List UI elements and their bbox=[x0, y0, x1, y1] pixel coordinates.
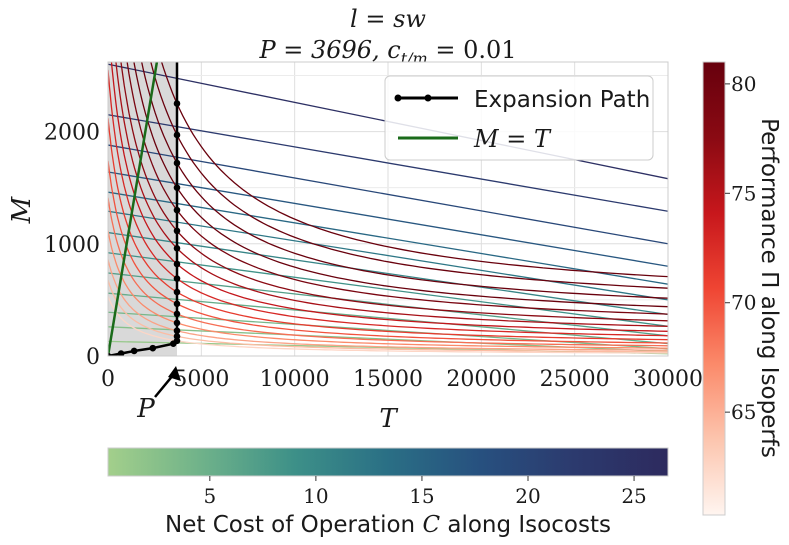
expansion-path-point bbox=[173, 310, 181, 318]
plot-frame bbox=[107, 61, 669, 357]
y-tick-labels: 0 1000 2000 bbox=[44, 121, 100, 370]
expansion-path-line bbox=[108, 62, 179, 356]
colorbar-cost-label-start: Net Cost of Operation bbox=[165, 512, 422, 538]
isocost-line bbox=[108, 272, 668, 337]
x-axis-label: T bbox=[379, 404, 398, 434]
expansion-path-point bbox=[173, 288, 181, 296]
colorbar-performance-tick-label: 75 bbox=[731, 181, 756, 205]
infeasible-shaded-region bbox=[108, 62, 177, 356]
expansion-path-point bbox=[173, 100, 181, 107]
title-params: P = 3696, c bbox=[258, 36, 400, 64]
x-tick-label: 20000 bbox=[446, 367, 516, 392]
x-tick-label: 30000 bbox=[633, 367, 703, 392]
isocost-line bbox=[108, 292, 668, 345]
isoperf-curve bbox=[108, 160, 668, 344]
colorbar-cost-ticks: 5 10 15 20 25 bbox=[203, 476, 647, 508]
curve-layer bbox=[108, 62, 668, 356]
isoperf-curve bbox=[133, 62, 668, 308]
isocost-line bbox=[108, 210, 668, 301]
expansion-path-point bbox=[173, 206, 181, 214]
expansion-path-point bbox=[149, 344, 157, 352]
colorbar-performance-label: Performance Π along Isoperfs bbox=[756, 118, 782, 458]
x-tick-label: 15000 bbox=[353, 367, 423, 392]
p-annotation-label: P bbox=[136, 394, 155, 424]
expansion-path-point bbox=[108, 352, 112, 356]
colorbar-cost-tick-label: 5 bbox=[203, 484, 216, 508]
legend-expansion-path-marker-end bbox=[424, 94, 432, 102]
isoperf-curve bbox=[108, 295, 668, 354]
colorbar-cost: 5 10 15 20 25 Net Cost of Operation C along … bbox=[107, 447, 669, 538]
expansion-path-point bbox=[173, 244, 181, 252]
isocost-line bbox=[108, 252, 668, 327]
expansion-path-point bbox=[173, 184, 181, 191]
isoperf-curve bbox=[108, 279, 668, 353]
isoperf-curve bbox=[108, 197, 668, 347]
isoperf-curve bbox=[108, 118, 668, 341]
x-tick-label: 10000 bbox=[260, 367, 330, 392]
expansion-path-point bbox=[173, 275, 181, 282]
colorbar-cost-tick-label: 25 bbox=[621, 484, 646, 508]
expansion-path-point bbox=[117, 350, 125, 356]
colorbar-cost-label-end: along Isocosts bbox=[440, 512, 611, 538]
colorbar-performance: 65 70 75 80 Performance Π along Isoperfs bbox=[702, 61, 782, 516]
isoperf-curve bbox=[150, 62, 668, 289]
colorbar-cost-tick-label: 15 bbox=[409, 484, 434, 508]
title-params-end: = 0.01 bbox=[428, 36, 517, 64]
isoperf-curve bbox=[115, 62, 668, 327]
legend-expansion-path-label: Expansion Path bbox=[474, 87, 650, 113]
colorbar-cost-label: Net Cost of Operation C along Isocosts bbox=[165, 512, 611, 538]
colorbar-performance-tick-label: 70 bbox=[731, 291, 756, 315]
expansion-path-point bbox=[173, 227, 181, 235]
colorbar-performance-tick-label: 80 bbox=[731, 72, 756, 96]
x-tick-label: 5000 bbox=[173, 367, 229, 392]
isocost-line bbox=[108, 171, 668, 267]
y-axis-label: M bbox=[7, 195, 37, 224]
legend-m-equals-t-label: M = T bbox=[473, 125, 552, 153]
colorbar-performance-ticks: 65 70 75 80 bbox=[725, 72, 756, 424]
isoperf-curve bbox=[108, 230, 668, 349]
x-tick-label: 25000 bbox=[540, 367, 610, 392]
expansion-path-point bbox=[173, 333, 181, 340]
expansion-path-point bbox=[173, 159, 181, 167]
isoperf-curve bbox=[126, 62, 668, 315]
isocost-line bbox=[108, 231, 668, 316]
isocost-line bbox=[108, 191, 668, 285]
legend: Expansion Path M = T bbox=[384, 75, 654, 161]
y-tick-label: 1000 bbox=[44, 233, 100, 258]
colorbar-cost-tick-label: 10 bbox=[303, 484, 328, 508]
expansion-path-point bbox=[173, 319, 181, 327]
colorbar-performance-tick-label: 65 bbox=[731, 400, 756, 424]
expansion-path-point bbox=[173, 260, 181, 268]
m-equals-t-line bbox=[108, 62, 159, 356]
colorbar-cost-tick-label: 20 bbox=[515, 484, 540, 508]
p-annotation: P bbox=[136, 366, 181, 424]
expansion-path-point bbox=[130, 347, 138, 355]
expansion-path-point bbox=[173, 131, 181, 139]
y-tick-label: 0 bbox=[86, 345, 100, 370]
isocost-line bbox=[108, 311, 668, 350]
y-tick-label: 2000 bbox=[44, 121, 100, 146]
isoperf-curve bbox=[120, 62, 668, 322]
isocost-line bbox=[108, 144, 668, 245]
expansion-path-point bbox=[173, 327, 181, 335]
x-tick-label: 0 bbox=[101, 367, 115, 392]
p-arrow-head bbox=[168, 366, 181, 381]
isocost-line bbox=[108, 114, 668, 212]
colorbar-cost-label-var: C bbox=[422, 512, 440, 538]
isoperf-curve bbox=[160, 62, 668, 278]
isoperf-curve bbox=[108, 69, 668, 337]
x-tick-labels: 0 5000 10000 15000 20000 25000 30000 bbox=[101, 367, 703, 392]
colorbar-performance-gradient bbox=[702, 61, 726, 516]
legend-expansion-path-marker bbox=[394, 94, 402, 102]
chart-title-line1: l = sw bbox=[350, 5, 426, 33]
colorbar-cost-gradient bbox=[107, 447, 669, 477]
isoperf-curve bbox=[110, 62, 668, 332]
isoperf-curve bbox=[141, 62, 668, 299]
expansion-path-point bbox=[173, 300, 181, 308]
